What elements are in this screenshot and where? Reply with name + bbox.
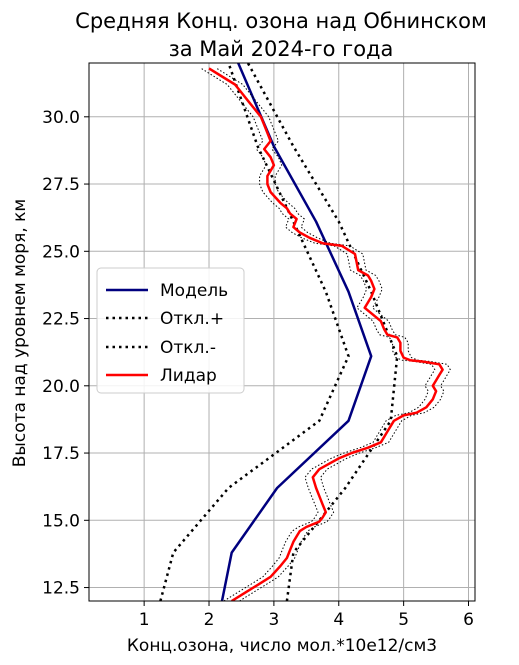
y-axis-label: Высота над уровнем моря, км [10,199,30,467]
series-layer [159,63,451,601]
chart-title-line-1: Средняя Конц. озона над Обнинском [75,9,487,33]
legend: Модель Откл.+ Откл.- Лидар [96,267,245,394]
x-tick-label: 2 [204,610,215,630]
x-tick-label: 5 [398,610,409,630]
legend-label-lidar: Лидар [160,366,217,386]
lidar-envelope-line [200,67,436,601]
x-tick-label: 6 [463,610,474,630]
y-tick-label: 15.0 [42,511,80,531]
y-tick-label: 25.0 [42,242,80,262]
y-tick-label: 30.0 [42,108,80,128]
legend-label-dev-plus: Откл.+ [160,309,224,329]
x-tick-label: 4 [333,610,344,630]
y-tick-label: 27.5 [42,175,80,195]
legend-label-dev-minus: Откл.- [160,338,216,358]
series-line-dev-minus [159,63,350,601]
lidar-envelope-line [216,67,451,601]
series-line-lidar [208,67,444,601]
y-tick-label: 20.0 [42,377,80,397]
legend-label-model: Модель [160,281,228,301]
series-group [159,63,451,601]
y-tick-label: 12.5 [42,579,80,599]
legend-box [96,267,245,394]
series-line-model [220,63,373,601]
x-axis-ticks: 1 2 3 4 5 6 [139,601,474,630]
x-tick-label: 3 [268,610,279,630]
x-axis-label: Конц.озона, число мол.*10e12/см3 [127,636,437,656]
y-tick-label: 22.5 [42,310,80,330]
chart-title-line-2: за Май 2024-го года [169,37,394,61]
series-line-dev-plus [246,63,399,601]
x-tick-label: 1 [139,610,150,630]
y-axis-ticks: 12.5 15.0 17.5 20.0 22.5 25.0 27.5 30.0 [42,108,89,599]
plot-frame [88,62,476,602]
y-tick-label: 17.5 [42,444,80,464]
